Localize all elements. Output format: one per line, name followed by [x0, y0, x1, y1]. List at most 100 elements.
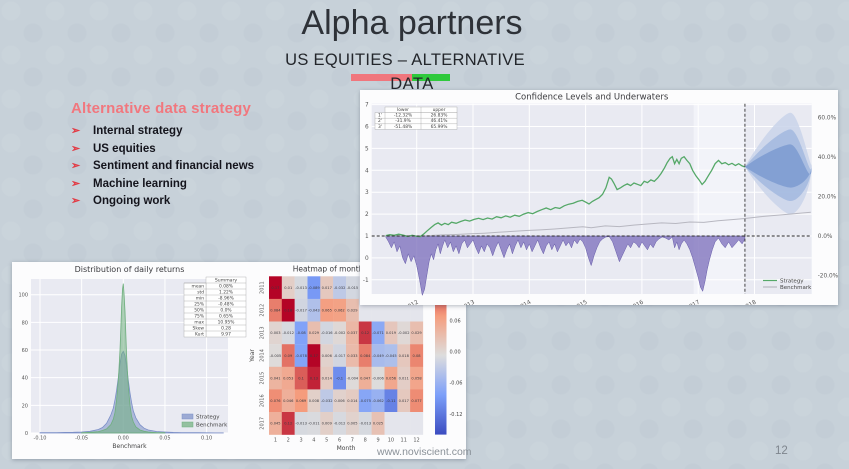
svg-text:6: 6	[365, 125, 369, 131]
svg-text:0.08%: 0.08%	[219, 283, 233, 289]
heatmap-axis-ticks: 1 2 3 4 5 6 7 8 9 10 11 122011201220132014201520162…	[260, 281, 420, 443]
svg-text:60.0%: 60.0%	[818, 116, 837, 122]
strategy-bullet-list: ➢ Internal strategy ➢ US equities ➢ Sentiment…	[71, 124, 254, 207]
svg-text:-0.06: -0.06	[450, 381, 463, 387]
svg-text:0.047: 0.047	[360, 376, 370, 380]
list-item: ➢ US equities	[71, 142, 254, 155]
svg-text:0.008: 0.008	[309, 399, 320, 403]
dist-xlabel: Benchmark	[112, 443, 147, 450]
arrow-bullet-icon: ➢	[71, 177, 81, 190]
svg-text:Benchmark: Benchmark	[112, 443, 147, 450]
svg-text:46.41%: 46.41%	[431, 118, 448, 124]
svg-text:9.97: 9.97	[221, 331, 231, 337]
svg-text:-0.1: -0.1	[336, 376, 343, 380]
arrow-bullet-icon: ➢	[71, 142, 81, 155]
svg-text:0.076: 0.076	[270, 399, 281, 403]
arrow-bullet-icon: ➢	[71, 125, 81, 137]
benchmark-line	[385, 211, 811, 237]
svg-text:-0.016: -0.016	[321, 331, 333, 335]
svg-text:std: std	[197, 289, 204, 295]
subtitle-underline-red	[351, 74, 412, 81]
svg-text:-0.062: -0.062	[372, 399, 384, 403]
svg-text:0.014: 0.014	[347, 399, 358, 403]
svg-text:10: 10	[388, 438, 394, 444]
list-item-label: Internal strategy	[93, 125, 183, 137]
dist-benchmark-curve	[81, 283, 166, 434]
distribution-heatmap-figure: -0.10 -0.05 0.00 0.05 0.10 0 20 40 60 80 100 Benchm…	[18, 265, 463, 453]
svg-text:2015: 2015	[573, 299, 589, 305]
svg-text:10.95%: 10.95%	[218, 319, 235, 325]
svg-text:40.0%: 40.0%	[818, 155, 837, 161]
chart-title: Confidence Levels and Underwaters	[515, 93, 669, 103]
svg-text:2015: 2015	[260, 372, 266, 385]
svg-text:0.1: 0.1	[298, 376, 304, 380]
svg-text:0.084: 0.084	[270, 309, 281, 313]
svg-text:-1: -1	[363, 278, 369, 284]
svg-text:0.10: 0.10	[201, 436, 212, 442]
svg-text:0.18: 0.18	[284, 309, 293, 313]
svg-text:-0.017: -0.017	[334, 354, 346, 358]
svg-text:0: 0	[365, 256, 369, 262]
dist-legend: Strategy Benchmark	[181, 413, 228, 429]
svg-text:20: 20	[22, 403, 28, 409]
svg-text:2012: 2012	[404, 299, 420, 305]
svg-text:-0.002: -0.002	[398, 331, 410, 335]
list-item: ➢ Machine learning	[71, 177, 254, 190]
summary-table: Summary mean 0.08% std 1.22% min -8.96% 25% -0.4…	[183, 276, 247, 337]
confidence-chart-panel: -1 0 1 2 3 4 5 6 7 -20.0% 0.0% 20.0% 40.0% 60.0% 2012 2…	[360, 90, 839, 312]
svg-text:0.053: 0.053	[283, 376, 293, 380]
svg-text:0.045: 0.045	[270, 422, 280, 426]
svg-text:Confidence Levels and Underwat: Confidence Levels and Underwaters	[515, 93, 669, 103]
svg-text:-0.48%: -0.48%	[218, 301, 234, 307]
svg-text:Benchmark: Benchmark	[196, 423, 228, 429]
svg-text:0.06: 0.06	[450, 318, 461, 324]
section-heading: Alternative data strategy	[71, 100, 252, 117]
svg-text:7: 7	[365, 103, 369, 109]
svg-text:5: 5	[325, 438, 328, 444]
svg-text:2017: 2017	[685, 299, 701, 305]
svg-text:0.058: 0.058	[411, 376, 422, 380]
svg-text:2': 2'	[378, 118, 382, 124]
svg-text:-0.032: -0.032	[334, 286, 346, 290]
svg-text:0.017: 0.017	[322, 286, 332, 290]
heatmap-xlabel: Month	[337, 445, 356, 452]
svg-text:0.017: 0.017	[399, 399, 409, 403]
svg-text:2: 2	[287, 438, 290, 444]
svg-text:0.069: 0.069	[296, 399, 307, 403]
svg-text:40: 40	[22, 376, 28, 382]
svg-text:-0.013: -0.013	[295, 286, 307, 290]
svg-text:2: 2	[365, 212, 369, 218]
svg-text:0.037: 0.037	[347, 331, 357, 335]
svg-text:8: 8	[364, 438, 367, 444]
confidence-table: lower upper 1' -12.32% 26.83% 2' -31.9% 46.41% 3…	[374, 106, 458, 130]
svg-text:0.05: 0.05	[159, 436, 170, 442]
svg-text:0.08: 0.08	[413, 354, 422, 358]
svg-text:max: max	[194, 320, 204, 325]
svg-text:-0.075: -0.075	[359, 399, 371, 403]
svg-text:Summary: Summary	[215, 277, 237, 283]
list-item: ➢ Ongoing work	[71, 194, 254, 207]
svg-text:3: 3	[365, 190, 369, 196]
svg-text:0.65%: 0.65%	[219, 313, 233, 319]
svg-text:-0.078: -0.078	[295, 354, 307, 358]
svg-text:-0.004: -0.004	[347, 376, 359, 380]
svg-text:100: 100	[18, 293, 28, 299]
svg-text:2014: 2014	[260, 349, 266, 362]
svg-text:0.025: 0.025	[373, 422, 383, 426]
svg-text:1: 1	[365, 234, 369, 240]
svg-text:6: 6	[338, 438, 341, 444]
confidence-cone	[744, 112, 812, 215]
svg-text:0.0%: 0.0%	[818, 234, 833, 240]
svg-text:0.041: 0.041	[270, 376, 280, 380]
svg-text:-0.012: -0.012	[334, 422, 346, 426]
svg-text:4: 4	[365, 168, 369, 174]
svg-text:0.12: 0.12	[361, 331, 369, 335]
heatmap-title: Heatmap of monthly returns	[293, 265, 400, 274]
svg-text:3: 3	[299, 438, 302, 444]
svg-text:25%: 25%	[194, 301, 204, 307]
svg-text:0.077: 0.077	[411, 399, 421, 403]
svg-text:-12.32%: -12.32%	[394, 113, 412, 119]
svg-text:Strategy: Strategy	[780, 279, 804, 285]
list-item-label: Machine learning	[93, 177, 187, 190]
svg-text:0.033: 0.033	[347, 354, 357, 358]
